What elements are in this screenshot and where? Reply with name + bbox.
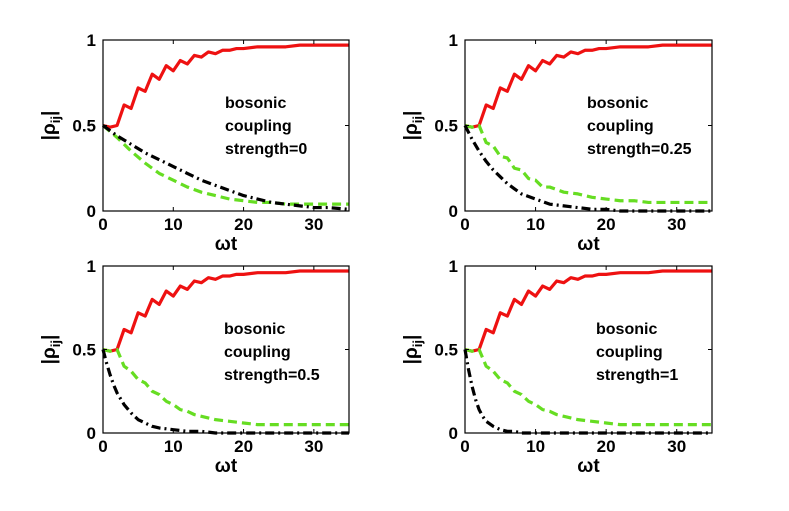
y-tick-label: 1 <box>449 257 458 276</box>
chart-panel-top-left: 0 10 20 30 0 0.5 1 ωt |ρij| bosonic coupling streng… <box>39 31 350 255</box>
annotation-line: strength=0.25 <box>587 141 692 158</box>
chart-panel-bottom-right: 0 10 20 30 0 0.5 1 ωt |ρij| bosonic coupling streng… <box>401 257 713 477</box>
plot-frame <box>464 265 713 434</box>
series-line-green-dashed <box>464 347 712 427</box>
y-axis-label: |ρij| <box>401 111 425 141</box>
annotation-line: coupling <box>587 118 654 135</box>
annotation-line: coupling <box>224 344 291 361</box>
x-tick-label: 20 <box>234 215 253 234</box>
annotation-line: bosonic <box>225 95 286 112</box>
annotation-line: bosonic <box>587 95 648 112</box>
series-line-black-dashdot <box>101 349 349 435</box>
annotation-line: coupling <box>596 344 663 361</box>
x-axis-label: ωt <box>577 456 600 477</box>
x-tick-label: 10 <box>164 215 183 234</box>
y-axis-label: |ρij| <box>39 111 63 141</box>
x-tick-label: 10 <box>526 437 545 456</box>
annotation-line: strength=1 <box>596 367 678 384</box>
x-tick-label: 20 <box>234 437 253 456</box>
series-line-red-solid <box>464 269 712 353</box>
series-line-green-dashed <box>101 124 349 206</box>
x-tick-label: 20 <box>597 437 616 456</box>
series-line-black-dashdot <box>463 124 712 213</box>
x-tick-label: 10 <box>164 437 183 456</box>
x-tick-label: 0 <box>98 215 107 234</box>
y-tick-label: 0 <box>449 202 458 221</box>
y-axis-label: |ρij| <box>39 335 63 365</box>
x-tick-label: 10 <box>526 215 545 234</box>
y-tick-label: 0.5 <box>72 117 96 136</box>
chart-panel-top-right: 0 10 20 30 0 0.5 1 ωt |ρij| bosonic coupling streng… <box>401 31 713 255</box>
x-axis-label: ωt <box>215 234 238 255</box>
series-line-red-solid <box>464 43 712 129</box>
annotation-line: coupling <box>225 118 292 135</box>
annotation-line: bosonic <box>224 321 285 338</box>
series-line-green-dashed <box>102 347 349 427</box>
x-tick-label: 0 <box>460 437 469 456</box>
chart-panel-bottom-left: 0 10 20 30 0 0.5 1 ωt |ρij| bosonic coupling streng… <box>39 257 350 477</box>
x-tick-label: 30 <box>304 437 323 456</box>
series-line-black-dashdot <box>463 349 712 435</box>
x-axis-label: ωt <box>577 234 600 255</box>
y-tick-label: 1 <box>87 31 96 50</box>
x-tick-label: 30 <box>304 215 323 234</box>
y-tick-label: 0 <box>87 202 96 221</box>
y-tick-label: 1 <box>87 257 96 276</box>
x-tick-label: 0 <box>460 215 469 234</box>
series-line-red-solid <box>102 269 349 353</box>
annotation-line: strength=0 <box>225 141 307 158</box>
y-tick-label: 0 <box>449 424 458 443</box>
series-line-red-solid <box>102 43 349 129</box>
x-tick-label: 30 <box>667 215 686 234</box>
x-tick-label: 0 <box>98 437 107 456</box>
y-tick-label: 1 <box>449 31 458 50</box>
x-tick-label: 30 <box>667 437 686 456</box>
x-tick-label: 20 <box>597 215 616 234</box>
series-line-green-dashed <box>464 123 712 205</box>
annotation-line: bosonic <box>596 321 657 338</box>
y-tick-label: 0.5 <box>434 117 458 136</box>
y-tick-label: 0.5 <box>434 341 458 360</box>
series-line-black-dashdot <box>102 124 350 211</box>
x-axis-label: ωt <box>215 456 238 477</box>
y-axis-label: |ρij| <box>401 335 425 365</box>
y-tick-label: 0.5 <box>72 341 96 360</box>
annotation-line: strength=0.5 <box>224 367 320 384</box>
y-tick-label: 0 <box>87 424 96 443</box>
